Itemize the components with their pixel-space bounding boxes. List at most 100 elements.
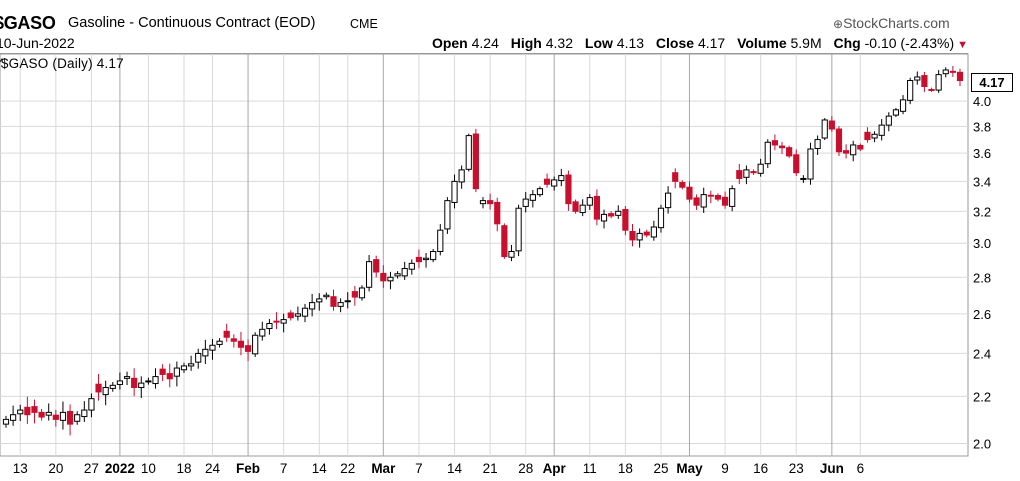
close-value: 4.17 (697, 35, 726, 51)
candle (501, 223, 508, 260)
candle-body-up (2, 418, 10, 425)
candle-body-down (501, 225, 508, 258)
candle-body-down (38, 411, 45, 418)
x-tick-label: 6 (857, 461, 865, 476)
candle (942, 67, 949, 78)
candle (800, 175, 807, 183)
y-tick-label: 2.6 (973, 307, 991, 322)
candle-body-up (515, 207, 522, 252)
candle (693, 194, 700, 210)
candle-body-up (216, 340, 223, 345)
candle (38, 408, 45, 421)
y-tick-label: 2.4 (973, 346, 991, 361)
candle (714, 193, 722, 202)
candle (323, 292, 330, 300)
candle-body-up (871, 133, 878, 139)
candle (330, 289, 337, 311)
candle (536, 186, 544, 197)
candle (750, 169, 757, 175)
candle-body-up (536, 188, 544, 196)
candle (202, 339, 209, 365)
x-tick-label: 22 (340, 461, 355, 476)
candle-body-down (928, 88, 935, 91)
candle-body-up (942, 69, 949, 75)
chart-legend: ⁄⁄$GASO (Daily) 4.17 (0, 56, 124, 71)
candle-body-up (465, 135, 472, 170)
candle (600, 209, 608, 229)
candle-body-up (807, 148, 814, 180)
candle (2, 415, 10, 428)
x-tick-label: 10 (141, 461, 156, 476)
candle-body-down (373, 259, 380, 273)
candle-body-down (472, 133, 479, 190)
candle-body-up (401, 268, 408, 277)
candle-body-up (358, 287, 366, 299)
candle-body-up (899, 99, 907, 112)
candle-body-up (700, 194, 707, 208)
candle (707, 190, 714, 204)
candle (465, 133, 472, 172)
candle (771, 134, 778, 151)
candle (572, 199, 579, 214)
candle-body-up (757, 163, 764, 174)
volume-value: 5.9M (790, 35, 822, 51)
candle (657, 204, 665, 233)
candle (892, 107, 900, 118)
candle (195, 348, 202, 369)
candle (95, 374, 102, 401)
x-tick-label: 9 (721, 461, 729, 476)
candle-body-up (579, 204, 586, 214)
candle (743, 165, 750, 185)
y-tick-label: 3.4 (973, 174, 991, 189)
last-price-tag: 4.17 (971, 73, 1013, 92)
candle (45, 403, 52, 421)
candle-body-down (273, 320, 280, 323)
candle (337, 298, 344, 313)
candle (907, 77, 914, 105)
candle-body-down (949, 70, 956, 73)
exchange-label: CME (350, 17, 378, 31)
candle (422, 253, 430, 268)
x-tick-label: Feb (236, 461, 260, 476)
candle-body-up (508, 250, 515, 258)
y-tick-label: 4.0 (973, 94, 991, 109)
candle-body-down (778, 145, 786, 149)
candle-body-down (864, 131, 871, 141)
candle (266, 319, 273, 335)
candle-body-down (31, 406, 38, 413)
close-label: Close (655, 35, 695, 51)
chart-date: 10-Jun-2022 (0, 35, 75, 51)
candle (74, 411, 81, 425)
candle-body-up (195, 352, 202, 363)
candle-body-up (280, 319, 287, 324)
high-label: High (510, 35, 542, 51)
candle (679, 180, 686, 190)
candle-body-up (551, 179, 558, 187)
x-tick-label: 2022 (105, 461, 135, 476)
candle (52, 409, 59, 427)
x-tick-label: 20 (48, 461, 63, 476)
candle-body-down (793, 154, 800, 174)
candle (842, 144, 850, 159)
candle (109, 382, 116, 392)
candle-body-down (66, 410, 74, 425)
candle (736, 163, 743, 185)
x-tick-label: 27 (84, 461, 99, 476)
candle (437, 223, 444, 256)
candle (821, 118, 828, 140)
candle-body-up (301, 307, 309, 317)
candle-body-up (145, 380, 152, 383)
candle (579, 199, 586, 217)
brand-name: StockCharts.com (843, 15, 950, 31)
candle-body-up (116, 380, 124, 385)
candle-body-down (487, 200, 494, 205)
candle-body-up (885, 115, 892, 126)
candle-body-up (74, 414, 81, 422)
candle (116, 372, 124, 390)
brand-link[interactable]: ⊕StockCharts.com (833, 15, 950, 31)
candle (131, 368, 138, 397)
candle-body-down (237, 340, 245, 348)
candle-body-up (252, 334, 259, 355)
candle-body-up (821, 119, 828, 139)
